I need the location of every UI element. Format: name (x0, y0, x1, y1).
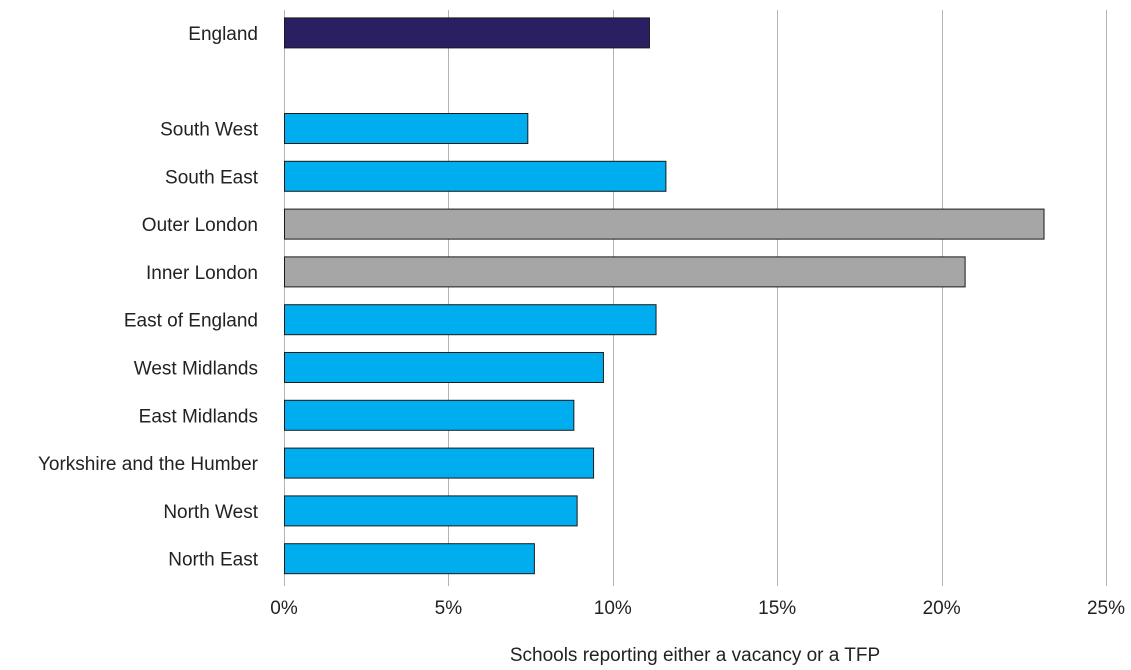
x-tick-label: 15% (758, 598, 796, 619)
category-label: Yorkshire and the Humber (38, 454, 259, 475)
x-tick-label: 5% (435, 598, 463, 619)
category-label: England (188, 24, 258, 45)
category-label: North East (168, 550, 258, 571)
bar (284, 352, 604, 383)
x-tick-label: 20% (923, 598, 961, 619)
bar (284, 495, 578, 527)
category-label: East Midlands (139, 406, 258, 427)
category-label: Inner London (146, 263, 258, 284)
bar (284, 208, 1045, 240)
x-tick-labels: 0% 5% 10% 15% 20% 25% (270, 598, 1125, 619)
bar (284, 399, 575, 431)
bar (284, 543, 535, 575)
x-tick-label: 10% (594, 598, 632, 619)
bar (284, 17, 650, 49)
category-labels: England South West South East Outer London I… (38, 24, 259, 571)
gridlines (284, 10, 1107, 586)
bar (284, 447, 595, 479)
bar (284, 160, 667, 192)
x-axis-title: Schools reporting either a vacancy or a … (510, 645, 880, 666)
bars (284, 17, 1045, 575)
category-label: North West (163, 502, 258, 523)
category-label: East of England (124, 311, 258, 332)
x-tick-label: 25% (1087, 598, 1125, 619)
bar (284, 304, 657, 336)
category-label: South West (160, 120, 259, 141)
x-tick-label: 0% (270, 598, 298, 619)
bar (284, 113, 529, 144)
category-label: Outer London (142, 215, 258, 236)
bar (284, 256, 966, 288)
category-label: West Midlands (134, 359, 258, 380)
category-label: South East (165, 167, 259, 188)
